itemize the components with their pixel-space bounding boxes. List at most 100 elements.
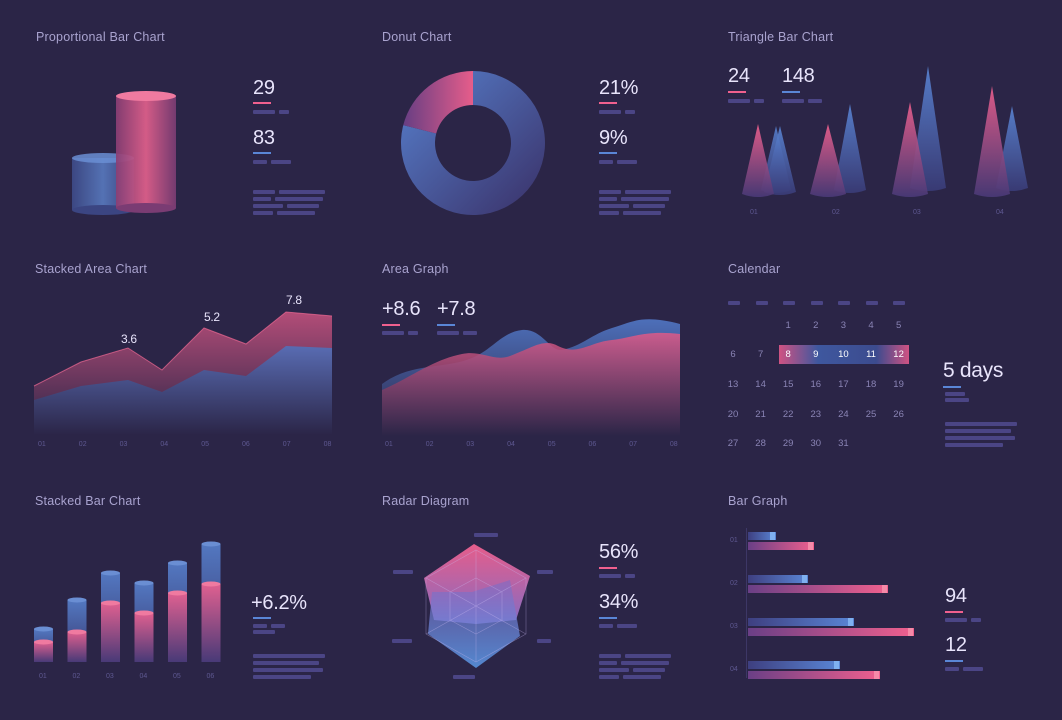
bar-cap (134, 610, 154, 616)
placeholder-bar (287, 204, 319, 208)
placeholder-bar (623, 211, 661, 215)
calendar-day[interactable]: 25 (865, 409, 877, 420)
x-tick-label: 06 (206, 673, 215, 680)
x-tick-label: 07 (282, 441, 291, 448)
x-tick-label: 02 (78, 441, 87, 448)
placeholder-bar (271, 160, 291, 164)
placeholder-bar (253, 160, 267, 164)
bar-pink (748, 628, 914, 636)
calendar-day[interactable]: 10 (838, 349, 849, 360)
x-tick-label: 03 (106, 673, 114, 680)
calendar-day[interactable]: 4 (868, 320, 874, 331)
calendar-day[interactable]: 6 (730, 349, 736, 360)
placeholder-bar (253, 190, 275, 194)
x-tick-label: 07 (629, 441, 637, 448)
calendar-day[interactable]: 30 (810, 438, 822, 449)
bar-cap (168, 560, 187, 566)
calendar-day[interactable]: 26 (893, 409, 904, 420)
placeholder-bar (945, 436, 1015, 440)
calendar-day[interactable]: 23 (810, 409, 822, 420)
stacked-area-chart (33, 311, 333, 435)
placeholder-bar (808, 99, 822, 103)
bar-pink-cap (874, 671, 879, 679)
donut-chart (401, 71, 545, 215)
x-tick-label: 04 (139, 673, 148, 680)
bar-blue-cap (770, 532, 775, 540)
calendar-day[interactable]: 21 (755, 409, 766, 420)
bar-cap (101, 570, 120, 576)
calendar-day[interactable]: 16 (810, 379, 822, 390)
calendar-day[interactable]: 12 (893, 349, 904, 360)
placeholder-bar (617, 624, 637, 628)
stacked-bar (168, 560, 187, 662)
calendar-day[interactable]: 27 (727, 438, 739, 449)
placeholder-bar (945, 443, 1003, 447)
calendar-day[interactable]: 29 (782, 438, 794, 449)
x-tick-label: 02 (832, 209, 840, 216)
x-tick-label: 03 (466, 441, 475, 448)
placeholder-bar (623, 675, 661, 679)
stacked-bar (67, 597, 87, 662)
calendar-day[interactable]: 28 (755, 438, 766, 449)
stat-underline (253, 102, 271, 104)
calendar-day[interactable]: 5 (895, 320, 902, 331)
cone-group-04 (974, 86, 1028, 197)
axis-label-placeholder (537, 570, 553, 574)
placeholder-bar (253, 211, 273, 215)
calendar-day[interactable]: 9 (813, 349, 819, 360)
bar-cap (101, 600, 120, 606)
calendar-day[interactable]: 24 (838, 409, 849, 420)
placeholder-bar (253, 624, 267, 628)
calendar-day[interactable]: 20 (727, 409, 739, 420)
calendar-day[interactable]: 13 (727, 379, 739, 390)
bar-segment-pink (168, 593, 187, 662)
calendar-day[interactable]: 7 (757, 349, 764, 360)
calendar-day[interactable]: 18 (865, 379, 877, 390)
placeholder-bar (945, 618, 967, 622)
bar-cap (201, 541, 221, 547)
bar-segment-pink (67, 632, 87, 662)
calendar-day[interactable]: 31 (838, 438, 849, 449)
calendar-day[interactable]: 22 (782, 409, 794, 420)
weekday-placeholder (728, 301, 740, 305)
calendar-day[interactable]: 11 (866, 349, 876, 360)
bar-segment-pink (101, 603, 120, 662)
calendar-day[interactable]: 1 (785, 320, 791, 331)
calendar-day[interactable]: 19 (893, 379, 904, 390)
calendar-day[interactable]: 15 (782, 379, 794, 390)
bar-pink-cap (808, 542, 813, 550)
stat-value-1: 21% (599, 77, 639, 99)
stat-value-2: 12 (945, 634, 967, 656)
area-graph-chart (382, 319, 680, 436)
calendar-day[interactable]: 14 (755, 379, 766, 390)
x-tick-label: 06 (588, 441, 597, 448)
bar-segment-pink (34, 642, 53, 662)
date-range-highlight (779, 345, 909, 364)
placeholder-bar (599, 654, 621, 658)
x-tick-label: 01 (750, 209, 758, 216)
bar-pink (748, 585, 888, 593)
placeholder-bar (621, 661, 669, 665)
panel-title: Calendar (728, 262, 781, 276)
bar-segment-pink (134, 613, 154, 662)
placeholder-bar (728, 99, 750, 103)
x-tick-label: 01 (38, 441, 46, 448)
panel-title: Stacked Area Chart (35, 262, 147, 276)
x-tick-label: 01 (39, 673, 47, 680)
bar-pink-cap (908, 628, 913, 636)
panel-title: Area Graph (382, 262, 449, 276)
placeholder-bar (253, 661, 319, 665)
calendar-day[interactable]: 2 (813, 320, 819, 331)
stat-value-2: 148 (782, 65, 815, 87)
calendar-day[interactable]: 17 (838, 379, 849, 390)
placeholder-bar (437, 331, 459, 335)
bar-blue-cap (802, 575, 807, 583)
x-tick-label: 03 (119, 441, 128, 448)
stacked-bar (101, 570, 120, 662)
placeholder-bar (599, 661, 617, 665)
placeholder-bar (599, 574, 621, 578)
calendar-day[interactable]: 8 (785, 349, 791, 360)
stat-value-1: 94 (945, 585, 967, 607)
radar-chart (424, 544, 530, 668)
calendar-day[interactable]: 3 (840, 320, 847, 331)
